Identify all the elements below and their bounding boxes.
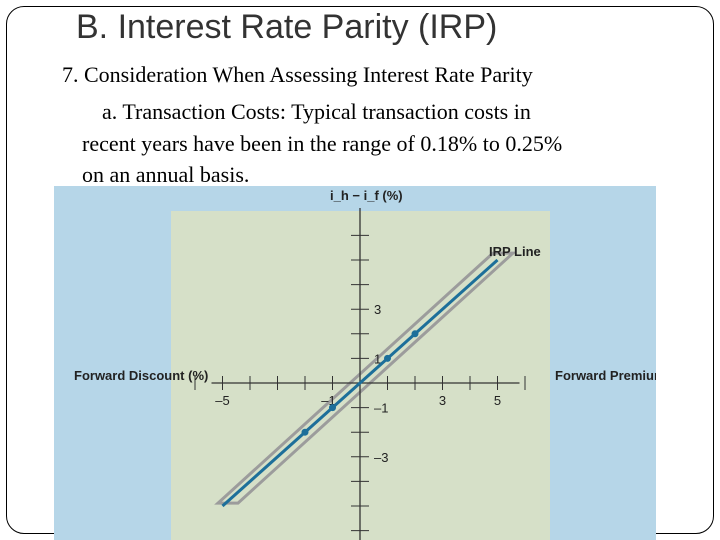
chart-series xyxy=(221,258,499,508)
body-text-line-3: on an annual basis. xyxy=(82,162,250,187)
chart-ticks xyxy=(194,234,526,532)
chart-tick-labels: –5 –1 3 531–1–3 xyxy=(215,302,501,465)
x-tick-label-3: 5 xyxy=(494,393,501,408)
x-tick-label-0: –5 xyxy=(215,393,229,408)
y-axis-title: i_h − i_f (%) xyxy=(330,188,403,203)
irp-line-label: IRP Line xyxy=(489,244,541,259)
y-tick-label-0: 3 xyxy=(374,302,381,317)
y-tick-label-2: –1 xyxy=(374,401,388,416)
x-axis-left-label: Forward Discount (%) xyxy=(74,368,209,383)
x-axis-right-label: Forward Premium (%) xyxy=(555,368,656,383)
y-tick-label-1: 1 xyxy=(374,351,381,366)
irp-chart: –5 –1 3 5 3 1 –1 –3 i_h − i_f (%) IRP Line Forw… xyxy=(54,186,656,540)
slide-title: B. Interest Rate Parity (IRP) xyxy=(76,8,498,46)
chart-axes xyxy=(211,208,520,540)
series-point-0-3 xyxy=(411,330,419,338)
series-point-0-0 xyxy=(301,428,309,436)
x-tick-label-2: 3 xyxy=(439,393,446,408)
irp-band-polygon xyxy=(214,251,517,505)
body-text-line-2: recent years have been in the range of 0… xyxy=(82,131,563,156)
series-line-0 xyxy=(221,258,499,508)
series-point-0-2 xyxy=(384,354,391,362)
body-text-line-1: a. Transaction Costs: Typical transactio… xyxy=(102,99,531,124)
irp-band-outline xyxy=(214,251,517,505)
y-tick-label-3: –3 xyxy=(374,450,388,465)
series-point-0-1 xyxy=(329,404,336,412)
irp-chart-svg: –5 –1 3 531–1–3 xyxy=(171,208,550,540)
slide-heading: 7. Consideration When Assessing Interest… xyxy=(62,62,533,87)
